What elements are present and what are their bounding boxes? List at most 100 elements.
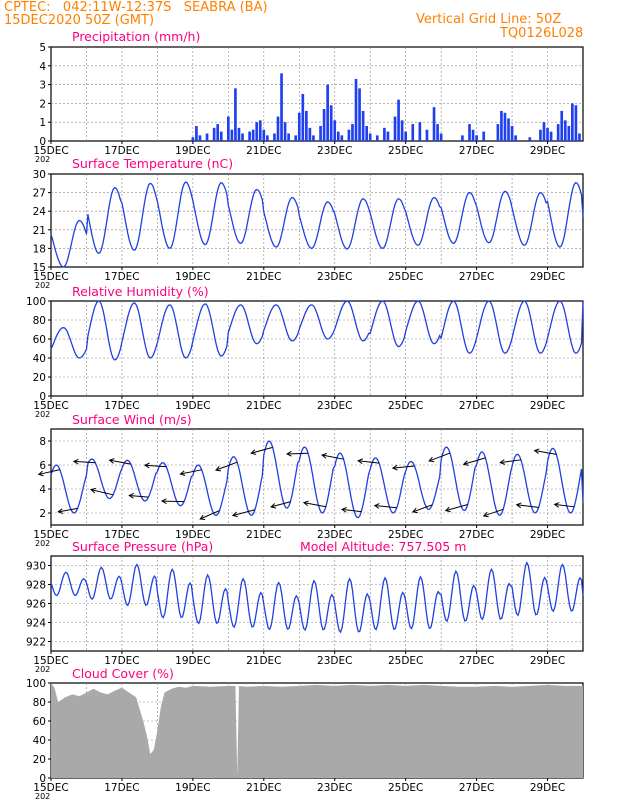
cloud-title: Cloud Cover (%) (72, 666, 174, 681)
precipitation-ytick-label: 2 (39, 98, 46, 110)
wind-arrow (500, 459, 521, 464)
precip-bar (326, 84, 329, 141)
temperature-line (50, 181, 584, 268)
precipitation-frame (50, 46, 584, 142)
cloud-ytick-label: 0 (39, 773, 46, 785)
wind-arrow (374, 505, 397, 509)
wind-arrow (341, 508, 362, 513)
wind-title: Surface Wind (m/s) (72, 412, 192, 427)
wind-arrow (161, 500, 185, 503)
precip-bar (273, 133, 276, 141)
wind-ytick-label: 8 (39, 436, 46, 448)
wind-xtick-label: 29DEC (530, 529, 565, 541)
precip-bar (503, 112, 507, 141)
pressure-title: Surface Pressure (hPa) (72, 539, 213, 554)
wind-arrow (483, 508, 504, 517)
wind-arrow (321, 454, 344, 460)
precip-bar (563, 120, 567, 141)
cloud-area (51, 683, 583, 778)
cloud-xtick-label: 27DEC (459, 782, 494, 794)
precip-bar (397, 99, 400, 141)
precip-bar (322, 109, 326, 141)
wind-xtick-label: 27DEC (459, 529, 494, 541)
pressure-line (50, 561, 584, 634)
pressure-xtick-label: 19DEC (175, 655, 210, 667)
wind-arrow (144, 464, 167, 468)
temperature-ytick-label: 27 (33, 188, 46, 200)
precip-bar (404, 131, 407, 141)
wind-arrow-head (357, 458, 363, 465)
precip-bar (251, 129, 255, 141)
precip-bar (383, 127, 386, 141)
header-model-id: TQ0126L028 (500, 26, 584, 41)
precipitation-ytick-label: 5 (39, 42, 46, 54)
wind-arrow (129, 494, 149, 498)
pressure-xtick-label: 25DEC (388, 655, 423, 667)
wind-arrow-head (515, 502, 522, 509)
wind-arrow (303, 502, 326, 508)
humidity-ytick-label: 0 (39, 391, 46, 403)
precip-bar (305, 110, 308, 141)
cloud-xtick-label: 29DEC (530, 782, 565, 794)
wind-arrow-head (128, 492, 135, 499)
pressure-xtick-label: 17DEC (104, 655, 139, 667)
cloud-ytick-label: 80 (33, 697, 46, 709)
temperature-xtick-label: 15DEC (33, 271, 68, 283)
humidity-ytick-label: 60 (33, 334, 46, 346)
precip-bar (471, 129, 475, 141)
precip-bar (386, 131, 390, 141)
precip-bar (539, 129, 542, 141)
precip-bar (425, 129, 429, 141)
precip-bar (333, 120, 337, 141)
precip-bar (496, 124, 500, 141)
precip-bar (507, 118, 510, 141)
precipitation-xtick-label: 23DEC (317, 145, 352, 157)
precip-bar (262, 129, 266, 141)
temperature-xtick-label: 27DEC (459, 271, 494, 283)
precip-bar (567, 125, 571, 141)
precip-bar (230, 129, 234, 141)
wind-arrow-head (302, 500, 309, 507)
precip-bar (248, 131, 251, 141)
humidity-xtick-label: 19DEC (175, 400, 210, 412)
temperature-ytick-label: 24 (33, 206, 47, 218)
precip-bar (191, 137, 195, 141)
wind-arrow-head (482, 511, 489, 518)
wind-arrow (38, 469, 60, 475)
precip-bar (500, 110, 503, 141)
precip-bar (418, 122, 422, 141)
precip-bar (227, 116, 230, 141)
precipitation-xtick-label: 17DEC (104, 145, 139, 157)
temperature-xtick-label: 17DEC (104, 271, 139, 283)
cloud-xtick-label: 21DEC (246, 782, 281, 794)
precip-bar (354, 78, 358, 141)
precip-bar (358, 88, 361, 141)
wind-arrow-head (499, 459, 506, 465)
wind-arrow (463, 457, 486, 465)
cloud-ytick-label: 100 (26, 678, 46, 690)
precip-bar (216, 124, 220, 141)
wind-arrow-head (462, 460, 469, 466)
wind-arrow-head (90, 487, 97, 494)
wind-arrow-head (37, 470, 44, 477)
pressure-ytick-label: 924 (26, 618, 46, 630)
precipitation-xtick-label: 21DEC (246, 145, 281, 157)
wind-arrow (251, 446, 273, 454)
humidity-xtick-label: 29DEC (530, 400, 565, 412)
temperature-year-label: 202 (35, 281, 50, 290)
wind-line (50, 440, 584, 519)
pressure-xtick-label: 27DEC (459, 655, 494, 667)
humidity-year-label: 202 (35, 410, 50, 419)
precipitation-ytick-label: 4 (39, 61, 46, 73)
wind-arrow-head (444, 506, 451, 513)
pressure-ytick-label: 928 (26, 580, 46, 592)
temperature-xtick-label: 23DEC (317, 271, 352, 283)
humidity-xtick-label: 25DEC (388, 400, 423, 412)
temperature-ytick-label: 30 (33, 169, 46, 181)
precip-bar (351, 124, 354, 141)
humidity-ytick-label: 100 (26, 296, 46, 308)
precipitation-ytick-label: 3 (39, 80, 46, 92)
header-station: CPTEC: 042:11W-12:37S SEABRA (BA) (4, 0, 268, 15)
humidity-xtick-label: 27DEC (459, 400, 494, 412)
precipitation-xtick-label: 25DEC (388, 145, 423, 157)
